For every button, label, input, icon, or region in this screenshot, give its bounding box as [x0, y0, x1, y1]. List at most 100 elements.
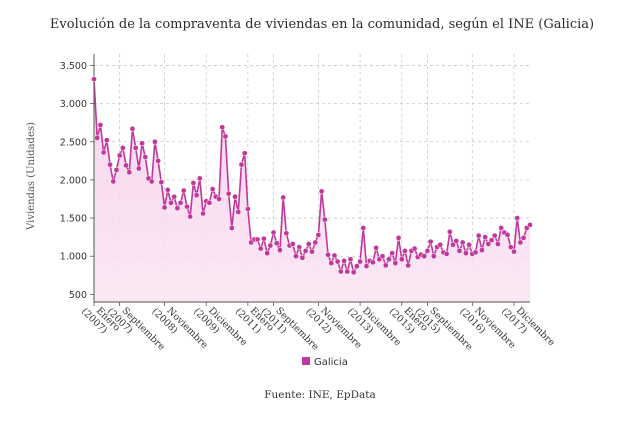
data-point[interactable]: [299, 254, 306, 261]
data-point[interactable]: [116, 152, 123, 159]
data-point[interactable]: [293, 253, 299, 260]
data-point[interactable]: [456, 248, 463, 254]
data-point[interactable]: [405, 262, 412, 269]
data-point[interactable]: [309, 248, 315, 255]
data-point[interactable]: [485, 241, 492, 247]
data-point[interactable]: [354, 263, 360, 269]
data-point[interactable]: [325, 251, 331, 258]
data-point[interactable]: [450, 241, 456, 248]
data-point[interactable]: [238, 161, 245, 168]
data-point[interactable]: [97, 122, 104, 128]
data-point[interactable]: [491, 232, 498, 239]
data-point[interactable]: [277, 247, 283, 253]
data-point[interactable]: [392, 260, 399, 266]
data-point[interactable]: [357, 258, 363, 265]
data-point[interactable]: [437, 241, 444, 248]
data-point[interactable]: [94, 135, 101, 141]
data-point[interactable]: [280, 194, 286, 201]
data-point[interactable]: [113, 167, 120, 173]
data-point[interactable]: [507, 244, 514, 250]
data-point[interactable]: [514, 215, 521, 221]
data-point[interactable]: [164, 186, 171, 193]
data-point[interactable]: [305, 241, 312, 247]
data-point[interactable]: [206, 199, 213, 206]
data-point[interactable]: [283, 230, 290, 237]
data-point[interactable]: [148, 178, 155, 185]
data-point[interactable]: [386, 256, 392, 263]
data-point[interactable]: [453, 238, 460, 244]
data-point[interactable]: [360, 225, 367, 231]
data-point[interactable]: [107, 161, 113, 168]
data-point[interactable]: [174, 205, 181, 211]
data-point[interactable]: [520, 235, 527, 241]
data-point[interactable]: [479, 247, 485, 253]
data-point[interactable]: [498, 225, 504, 231]
data-point[interactable]: [517, 239, 524, 246]
data-point[interactable]: [370, 259, 376, 266]
data-point[interactable]: [482, 234, 488, 240]
data-point[interactable]: [229, 225, 235, 231]
data-point[interactable]: [382, 262, 389, 269]
data-point[interactable]: [302, 248, 309, 254]
data-point[interactable]: [488, 237, 495, 244]
data-point[interactable]: [187, 213, 194, 220]
data-point[interactable]: [126, 169, 133, 176]
data-point[interactable]: [296, 244, 303, 250]
data-point[interactable]: [443, 251, 450, 257]
data-point[interactable]: [103, 137, 110, 144]
data-point[interactable]: [331, 252, 338, 259]
data-point[interactable]: [321, 216, 328, 223]
data-point[interactable]: [495, 241, 501, 247]
data-point[interactable]: [430, 253, 437, 260]
data-point[interactable]: [447, 228, 453, 235]
data-point[interactable]: [421, 253, 428, 260]
data-point[interactable]: [261, 235, 267, 242]
data-point[interactable]: [245, 206, 251, 212]
data-point[interactable]: [315, 231, 322, 238]
legend[interactable]: Galicia: [302, 357, 348, 368]
data-point[interactable]: [219, 124, 226, 131]
data-point[interactable]: [328, 260, 335, 266]
data-point[interactable]: [222, 133, 229, 140]
data-point[interactable]: [235, 209, 242, 215]
data-point[interactable]: [168, 199, 174, 206]
data-point[interactable]: [463, 250, 469, 257]
data-point[interactable]: [91, 76, 97, 83]
data-point[interactable]: [267, 242, 274, 249]
data-point[interactable]: [196, 175, 203, 182]
data-point[interactable]: [120, 145, 126, 151]
data-point[interactable]: [411, 245, 418, 252]
data-point[interactable]: [289, 241, 296, 247]
data-point[interactable]: [136, 165, 142, 172]
data-point[interactable]: [190, 180, 197, 186]
data-point[interactable]: [155, 157, 161, 164]
data-point[interactable]: [270, 229, 277, 236]
data-point[interactable]: [402, 248, 408, 254]
data-point[interactable]: [161, 204, 168, 211]
data-point[interactable]: [424, 248, 431, 254]
data-point[interactable]: [184, 203, 190, 210]
data-point[interactable]: [379, 253, 386, 260]
data-point[interactable]: [216, 196, 222, 202]
data-point[interactable]: [334, 258, 341, 265]
data-point[interactable]: [200, 210, 206, 217]
data-point[interactable]: [398, 256, 405, 263]
data-point[interactable]: [389, 250, 395, 257]
data-point[interactable]: [100, 149, 107, 156]
data-point[interactable]: [318, 188, 325, 195]
data-point[interactable]: [152, 138, 158, 145]
data-point[interactable]: [139, 140, 145, 147]
data-point[interactable]: [273, 240, 280, 247]
data-point[interactable]: [177, 199, 184, 206]
data-point[interactable]: [373, 244, 379, 251]
data-point[interactable]: [232, 193, 238, 200]
data-point[interactable]: [504, 231, 511, 238]
data-point[interactable]: [527, 222, 533, 228]
data-point[interactable]: [180, 187, 187, 194]
data-point[interactable]: [427, 238, 434, 245]
data-point[interactable]: [225, 190, 232, 197]
data-point[interactable]: [254, 236, 261, 243]
data-point[interactable]: [344, 268, 351, 275]
data-point[interactable]: [338, 268, 344, 275]
data-point[interactable]: [110, 178, 117, 185]
